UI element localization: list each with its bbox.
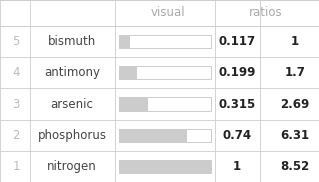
Bar	[119, 35, 211, 48]
Bar	[119, 160, 211, 173]
Text: ratios: ratios	[249, 7, 283, 19]
Text: 8.52: 8.52	[280, 160, 310, 173]
Text: 4: 4	[12, 66, 20, 79]
Bar	[119, 129, 187, 142]
Bar	[119, 97, 211, 110]
Bar	[119, 35, 211, 48]
Text: visual: visual	[151, 7, 185, 19]
Text: 5: 5	[12, 35, 20, 48]
Bar	[119, 97, 211, 110]
Bar	[119, 160, 211, 173]
Bar	[119, 66, 137, 79]
Text: 1: 1	[291, 35, 299, 48]
Bar	[119, 35, 130, 48]
Text: 0.315: 0.315	[219, 98, 256, 110]
Bar	[119, 160, 211, 173]
Text: 6.31: 6.31	[280, 129, 309, 142]
Text: bismuth: bismuth	[48, 35, 96, 48]
Text: 1.7: 1.7	[285, 66, 305, 79]
Text: 0.117: 0.117	[219, 35, 256, 48]
Text: antimony: antimony	[44, 66, 100, 79]
Text: 2: 2	[12, 129, 20, 142]
Text: arsenic: arsenic	[51, 98, 93, 110]
Text: 1: 1	[233, 160, 241, 173]
Bar	[119, 66, 211, 79]
Bar	[119, 129, 211, 142]
Text: phosphorus: phosphorus	[38, 129, 107, 142]
Text: 0.199: 0.199	[218, 66, 256, 79]
Text: 1: 1	[12, 160, 20, 173]
Text: 2.69: 2.69	[280, 98, 310, 110]
Text: 3: 3	[12, 98, 20, 110]
Text: nitrogen: nitrogen	[47, 160, 97, 173]
Text: 0.74: 0.74	[222, 129, 252, 142]
Bar	[119, 66, 211, 79]
Bar	[119, 129, 211, 142]
Bar	[119, 97, 148, 110]
